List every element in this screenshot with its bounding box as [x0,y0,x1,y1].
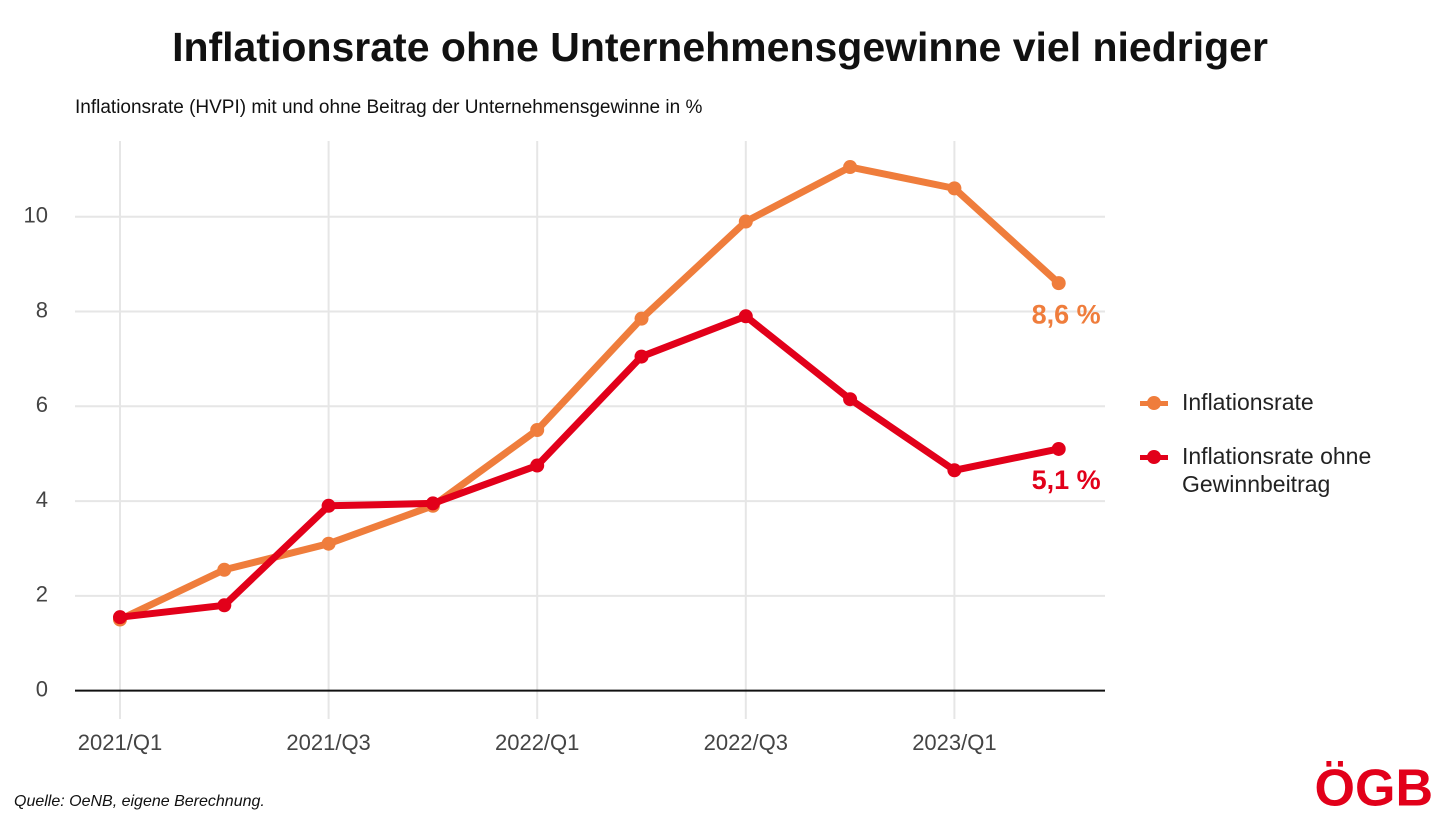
y-tick-label: 8 [36,297,48,322]
legend-key [1140,388,1170,418]
point [217,598,232,613]
legend-label: Inflationsrate ohne Gewinnbeitrag [1182,443,1372,497]
point [843,392,858,407]
point [738,309,753,324]
x-tick-label: 2022/Q3 [704,730,788,755]
point [738,214,753,229]
legend-entry: Inflationsrate ohne Gewinnbeitrag [1140,442,1430,498]
point [1051,441,1066,456]
point [321,498,336,513]
y-tick-label: 10 [24,203,48,228]
series-line [119,312,1060,621]
point [947,181,962,196]
point [530,458,545,473]
point [425,496,440,511]
point [634,349,649,364]
x-tick-label: 2021/Q3 [286,730,370,755]
x-tick-label: 2022/Q1 [495,730,579,755]
value-label: 8,6 % [1032,299,1101,329]
logo: ÖGB [1315,760,1433,818]
point [113,610,127,625]
legend-entry: Inflationsrate [1140,388,1430,418]
point [530,423,545,437]
legend-label: Inflationsrate [1182,389,1314,415]
chart-subtitle: Inflationsrate (HVPI) mit und ohne Beitr… [75,97,702,118]
point [217,562,232,577]
point [634,311,649,326]
point [843,160,858,175]
x-tick-label: 2021/Q1 [78,730,162,755]
legend: Inflationsrate Inflationsrate ohne Gewinn… [1140,388,1430,522]
legend-key [1140,442,1170,472]
x-tick-label: 2023/Q1 [912,730,996,755]
value-label: 5,1 % [1032,465,1101,495]
y-tick-label: 4 [36,487,48,512]
series-line [118,163,1062,623]
chart-title: Inflationsrate ohne Unternehmensgewinne … [172,24,1268,70]
point [321,536,336,551]
point [1051,276,1066,291]
source: Quelle: OeNB, eigene Berechnung. [14,793,265,810]
y-tick-label: 6 [36,392,48,417]
y-tick-label: 0 [36,676,48,701]
y-tick-label: 2 [36,582,48,607]
point [947,463,962,478]
